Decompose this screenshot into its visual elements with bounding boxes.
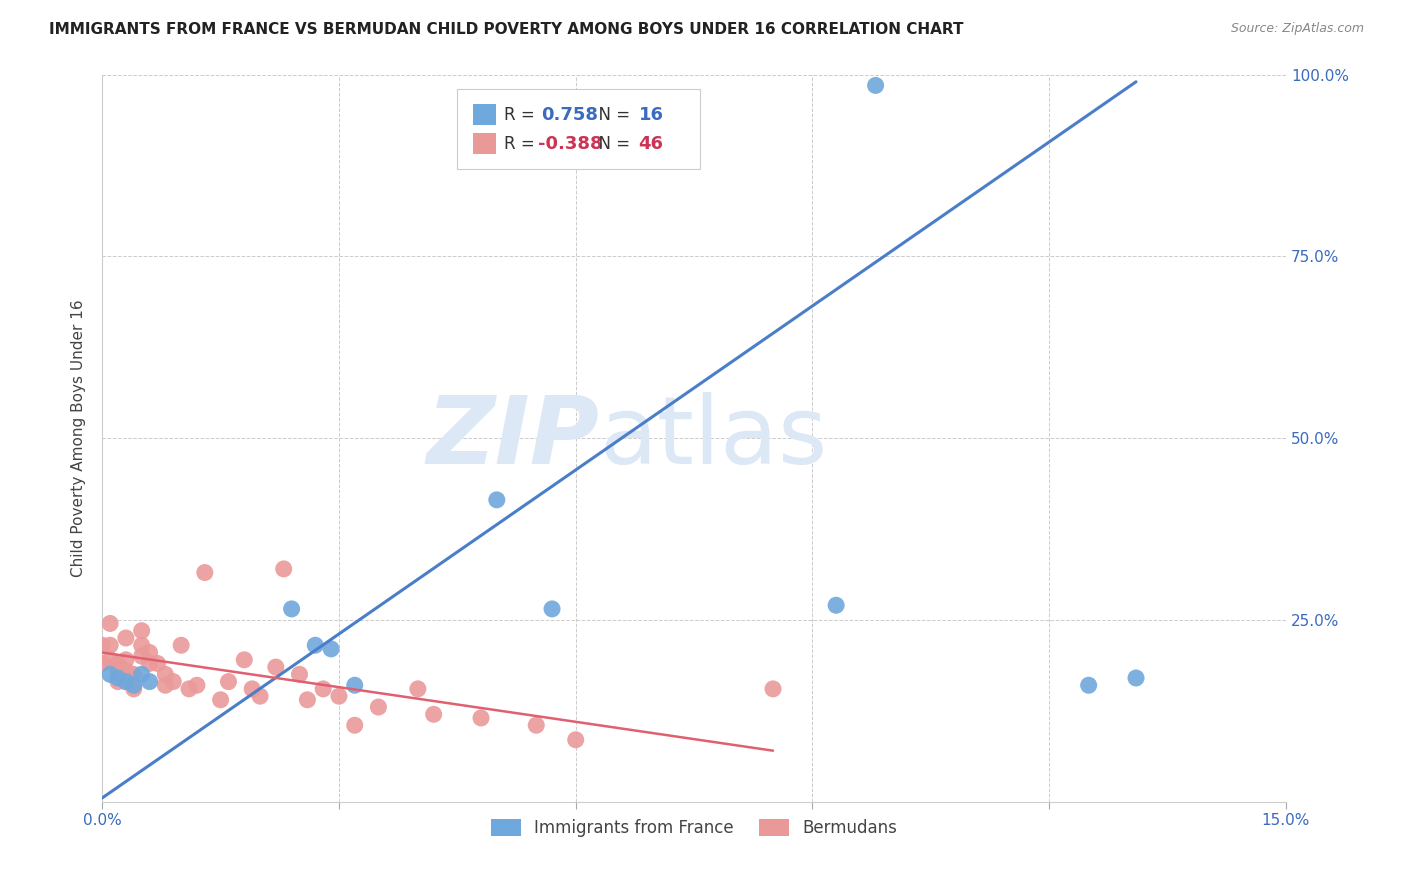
Point xyxy=(249,689,271,703)
Point xyxy=(131,667,153,681)
Point xyxy=(485,492,508,507)
FancyBboxPatch shape xyxy=(472,103,496,126)
Text: 16: 16 xyxy=(638,105,664,123)
Point xyxy=(343,678,366,692)
Text: 46: 46 xyxy=(638,135,664,153)
Point xyxy=(524,718,547,732)
Point xyxy=(1125,671,1147,685)
Point xyxy=(155,678,177,692)
Point xyxy=(186,678,208,692)
Point xyxy=(312,681,335,696)
Point xyxy=(115,653,138,667)
Text: atlas: atlas xyxy=(599,392,828,484)
Point xyxy=(115,631,138,645)
Point xyxy=(170,638,193,652)
Point xyxy=(131,624,153,638)
Point xyxy=(240,681,263,696)
Text: R =: R = xyxy=(503,135,540,153)
Point xyxy=(115,664,138,678)
Text: 0.758: 0.758 xyxy=(541,105,599,123)
Point xyxy=(422,707,444,722)
Point xyxy=(343,718,366,732)
Point xyxy=(406,681,429,696)
FancyBboxPatch shape xyxy=(472,133,496,154)
Point xyxy=(564,732,586,747)
Point xyxy=(177,681,200,696)
Point xyxy=(91,657,114,671)
FancyBboxPatch shape xyxy=(457,89,700,169)
Point xyxy=(146,657,169,671)
Point xyxy=(825,599,848,613)
Point xyxy=(280,602,302,616)
Point xyxy=(865,78,887,93)
Point xyxy=(98,638,121,652)
Point xyxy=(470,711,492,725)
Point xyxy=(138,657,160,671)
Point xyxy=(98,616,121,631)
Point xyxy=(98,667,121,681)
Text: -0.388: -0.388 xyxy=(538,135,602,153)
Point xyxy=(264,660,287,674)
Point xyxy=(107,657,129,671)
Point xyxy=(91,638,114,652)
Point xyxy=(131,649,153,664)
Point xyxy=(209,693,232,707)
Point xyxy=(762,681,785,696)
Point xyxy=(1077,678,1099,692)
Point xyxy=(162,674,184,689)
Point xyxy=(107,664,129,678)
Point xyxy=(107,674,129,689)
Point xyxy=(122,681,145,696)
Point xyxy=(155,667,177,681)
Text: ZIP: ZIP xyxy=(426,392,599,484)
Point xyxy=(107,671,129,685)
Point xyxy=(138,674,160,689)
Point xyxy=(115,674,138,689)
Point xyxy=(98,653,121,667)
Point xyxy=(297,693,319,707)
Point xyxy=(131,638,153,652)
Point xyxy=(367,700,389,714)
Legend: Immigrants from France, Bermudans: Immigrants from France, Bermudans xyxy=(484,813,904,844)
Point xyxy=(122,667,145,681)
Point xyxy=(233,653,256,667)
Point xyxy=(122,678,145,692)
Point xyxy=(304,638,326,652)
Point xyxy=(319,641,342,656)
Text: N =: N = xyxy=(588,105,636,123)
Point xyxy=(328,689,350,703)
Point xyxy=(218,674,240,689)
Text: N =: N = xyxy=(588,135,636,153)
Point xyxy=(194,566,217,580)
Point xyxy=(138,646,160,660)
Point xyxy=(541,602,564,616)
Text: Source: ZipAtlas.com: Source: ZipAtlas.com xyxy=(1230,22,1364,36)
Text: IMMIGRANTS FROM FRANCE VS BERMUDAN CHILD POVERTY AMONG BOYS UNDER 16 CORRELATION: IMMIGRANTS FROM FRANCE VS BERMUDAN CHILD… xyxy=(49,22,963,37)
Text: R =: R = xyxy=(503,105,540,123)
Y-axis label: Child Poverty Among Boys Under 16: Child Poverty Among Boys Under 16 xyxy=(72,299,86,577)
Point xyxy=(273,562,295,576)
Point xyxy=(288,667,311,681)
Point xyxy=(115,674,138,689)
